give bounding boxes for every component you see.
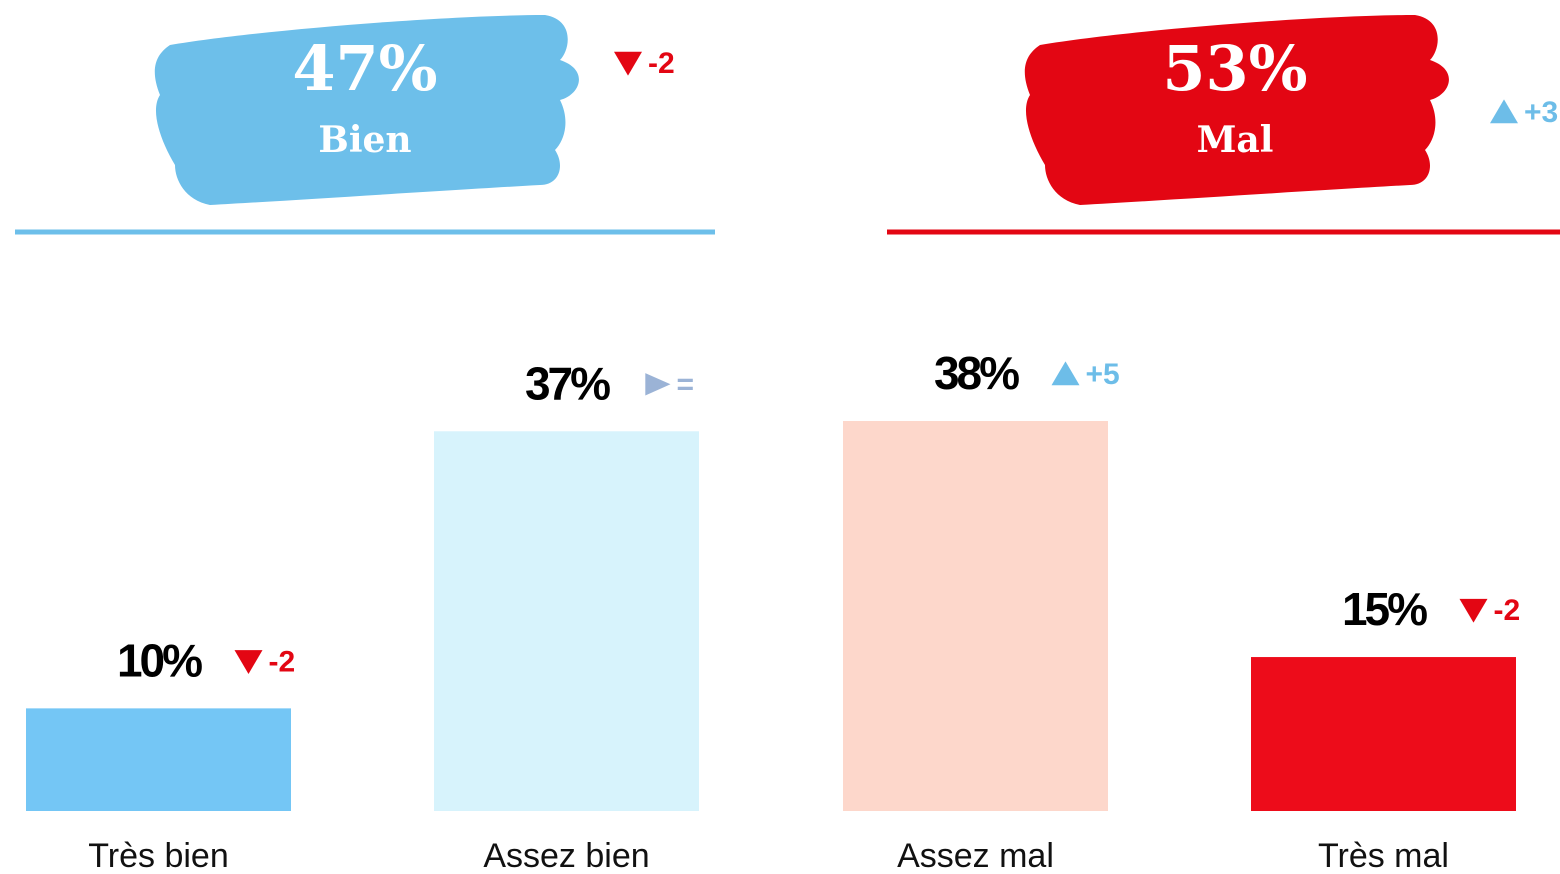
summary-change: -2 [614, 47, 675, 80]
brush-badge [154, 15, 579, 205]
x-tick-label: Assez mal [897, 837, 1054, 874]
bar [843, 421, 1108, 811]
change-label: -2 [269, 645, 296, 678]
value-label: 37% [525, 357, 610, 409]
change-label: = [677, 368, 695, 401]
bar [26, 708, 291, 811]
bar [434, 431, 699, 811]
value-label: 38% [934, 347, 1019, 399]
change-arrow [614, 51, 642, 76]
change-label: +3 [1524, 96, 1558, 129]
bar [1251, 657, 1516, 811]
change-arrow [1051, 361, 1080, 386]
summary-bien: 47% Bien -2 [15, 15, 715, 235]
summary-change: +3 [1490, 96, 1558, 129]
summary-label: Bien [318, 119, 411, 161]
x-tick-label: Très bien [88, 837, 228, 874]
change-label: -2 [1494, 594, 1521, 627]
x-tick-label: Assez bien [483, 837, 649, 874]
change-arrow [234, 650, 263, 674]
summary-percent: 53% [1162, 32, 1307, 105]
summary-label: Mal [1197, 119, 1274, 161]
summary-percent: 47% [292, 32, 437, 105]
change-label: +5 [1086, 358, 1120, 391]
value-label: 10% [117, 635, 202, 687]
value-label: 15% [1342, 583, 1427, 635]
change-arrow [1490, 99, 1518, 124]
summary-mal: 53% Mal +3 [887, 15, 1560, 235]
change-label: -2 [648, 47, 675, 80]
change-arrow [1459, 598, 1488, 623]
x-tick-label: Très mal [1318, 837, 1449, 874]
brush-badge [1024, 15, 1449, 205]
change-arrow [645, 373, 671, 396]
